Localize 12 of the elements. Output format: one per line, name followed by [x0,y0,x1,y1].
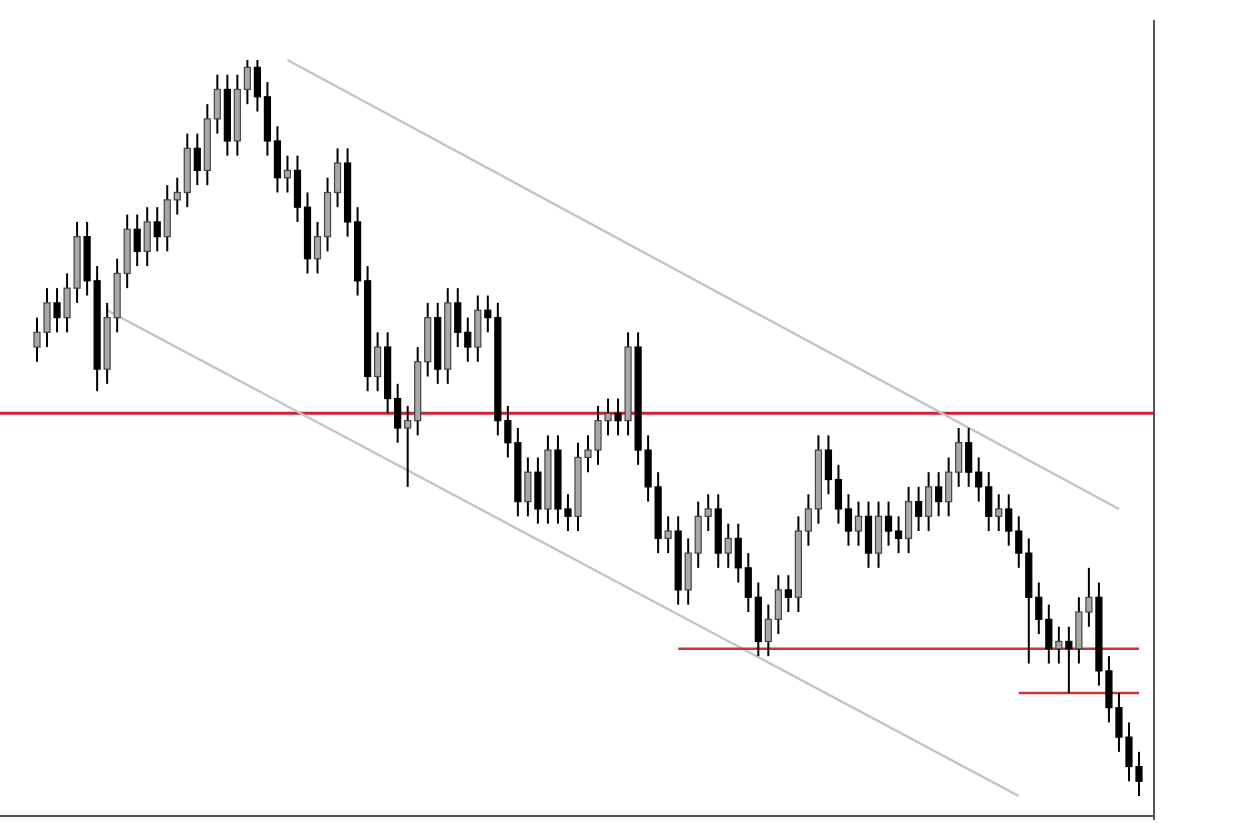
candlestick [914,485,923,533]
candlestick [534,456,542,525]
candlestick [193,132,201,187]
candlestick [935,471,943,518]
candlestick [784,574,792,613]
candlestick [153,206,161,253]
candlestick [714,493,722,569]
candlestick [864,500,873,569]
candlestick [1065,625,1073,694]
candlestick [614,397,622,437]
candlestick [53,287,61,334]
candlestick [133,213,141,268]
